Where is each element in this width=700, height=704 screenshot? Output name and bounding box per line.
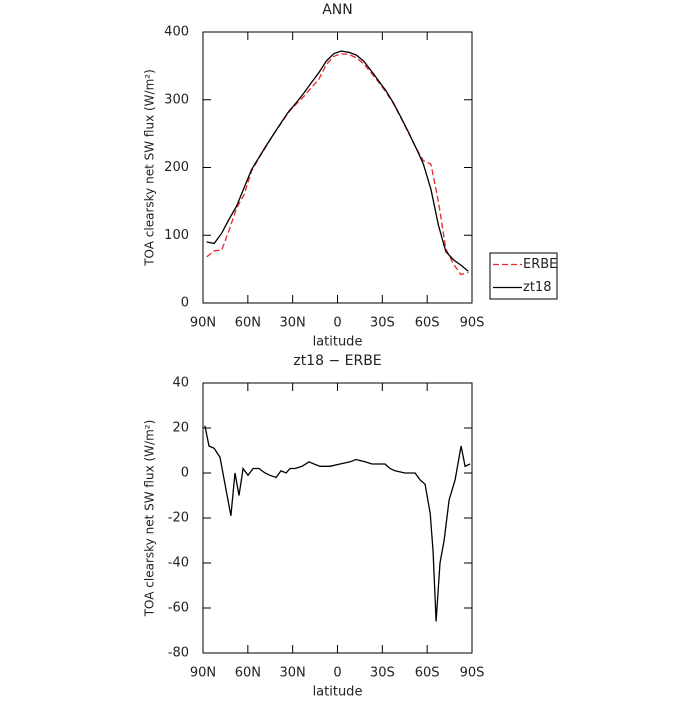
legend-label: zt18	[523, 280, 551, 295]
y-tick-label: 40	[172, 376, 189, 391]
y-tick-label: 0	[181, 466, 189, 481]
x-tick-label: 30N	[280, 316, 306, 331]
y-axis-label: TOA clearsky net SW flux (W/m²)	[143, 69, 157, 267]
y-tick-label: -80	[168, 646, 189, 661]
x-tick-label: 90S	[460, 666, 485, 681]
x-tick-label: 30N	[280, 666, 306, 681]
x-tick-label: 90S	[460, 316, 485, 331]
legend-label: ERBE	[523, 257, 557, 272]
y-tick-label: 300	[164, 92, 189, 107]
x-tick-label: 60N	[235, 316, 261, 331]
x-tick-label: 0	[333, 316, 341, 331]
y-tick-label: 200	[164, 160, 189, 175]
x-tick-label: 30S	[370, 666, 395, 681]
x-tick-label: 60S	[415, 666, 440, 681]
y-tick-label: 20	[172, 421, 189, 436]
y-tick-label: 100	[164, 228, 189, 243]
y-tick-label: -20	[168, 511, 189, 526]
y-tick-label: 400	[164, 25, 189, 40]
chart-title: ANN	[322, 2, 353, 18]
x-axis-label: latitude	[313, 685, 363, 700]
y-axis-label: TOA clearsky net SW flux (W/m²)	[143, 420, 157, 618]
x-tick-label: 30S	[370, 316, 395, 331]
data-line	[206, 53, 469, 276]
x-tick-label: 60S	[415, 316, 440, 331]
x-tick-label: 0	[333, 666, 341, 681]
plot-frame	[202, 31, 473, 304]
y-tick-label: -60	[168, 601, 189, 616]
y-tick-label: -40	[168, 556, 189, 571]
x-tick-label: 90N	[190, 666, 216, 681]
x-tick-label: 90N	[190, 316, 216, 331]
legend: ERBE zt18	[489, 252, 558, 300]
y-tick-label: 0	[181, 296, 189, 311]
chart-title: zt18 − ERBE	[293, 353, 381, 369]
legend-box	[489, 252, 558, 300]
data-line	[206, 50, 469, 272]
x-axis-label: latitude	[313, 335, 363, 350]
x-tick-label: 60N	[235, 666, 261, 681]
data-line	[204, 425, 471, 622]
plot-frame	[202, 382, 473, 654]
